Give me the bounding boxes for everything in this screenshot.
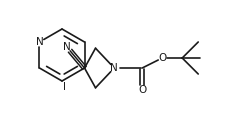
- Text: N: N: [36, 37, 43, 47]
- Text: N: N: [110, 63, 118, 73]
- Text: N: N: [63, 42, 70, 52]
- Text: I: I: [62, 82, 66, 92]
- Text: O: O: [158, 53, 166, 63]
- Text: O: O: [138, 85, 146, 95]
